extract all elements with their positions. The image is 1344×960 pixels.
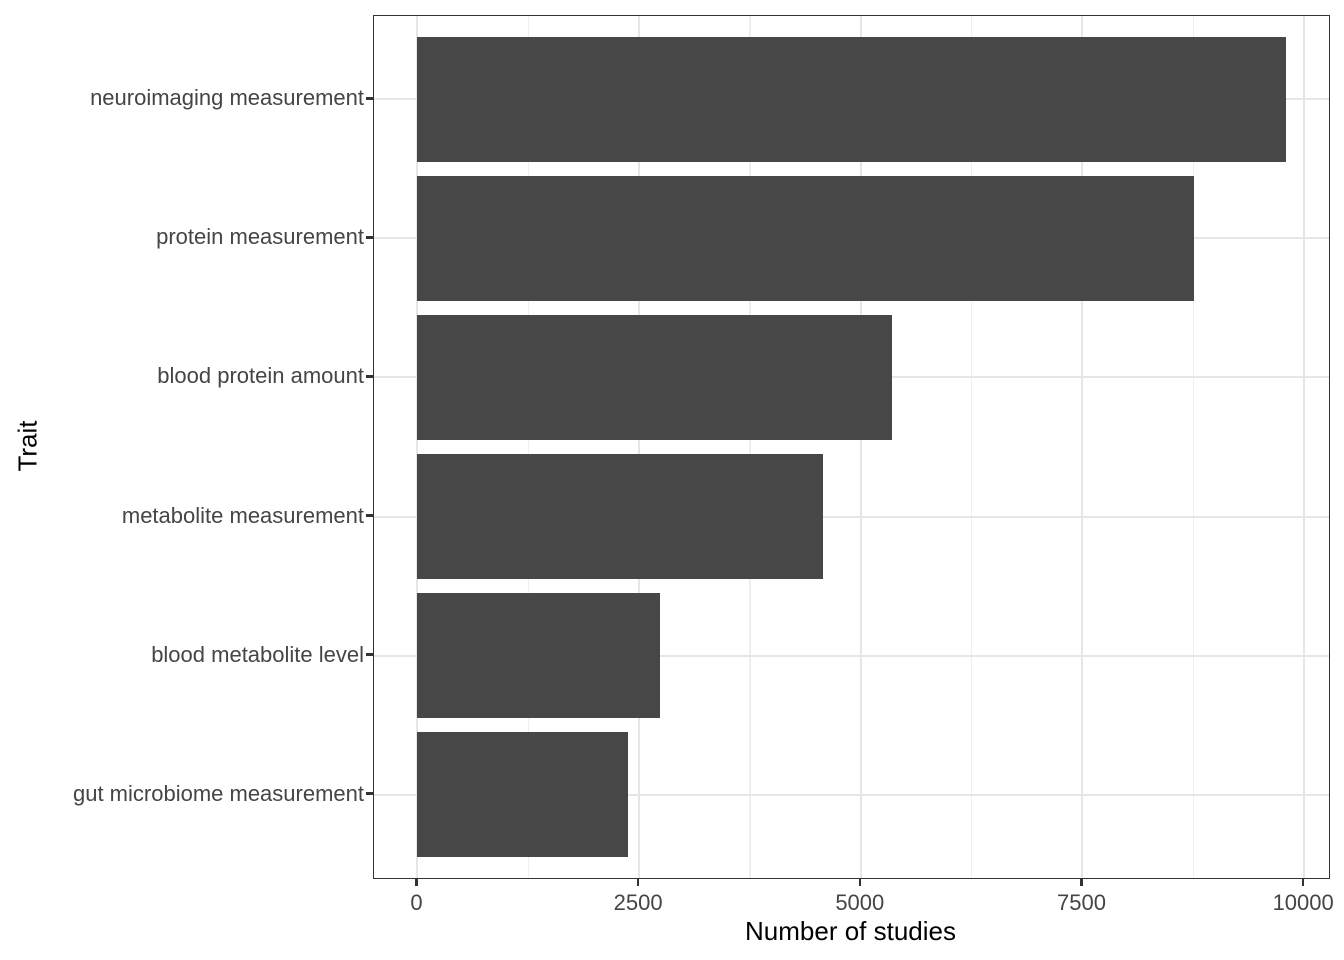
y-tick-label: protein measurement — [156, 224, 364, 250]
x-tick-label: 7500 — [1057, 890, 1106, 915]
bar — [417, 732, 628, 858]
x-tick-label: 2500 — [613, 890, 663, 915]
y-tick-label: metabolite measurement — [121, 502, 364, 528]
bar — [417, 36, 1286, 162]
x-tick-mark — [858, 879, 861, 886]
y-tick-mark — [366, 792, 373, 795]
y-major-gridline — [374, 793, 1329, 796]
x-major-gridline — [416, 16, 419, 878]
x-minor-gridline — [527, 16, 530, 878]
y-tick-mark — [366, 653, 373, 656]
y-major-gridline — [374, 515, 1329, 518]
x-major-gridline — [1081, 16, 1084, 878]
y-tick-label: gut microbiome measurement — [72, 780, 364, 806]
y-tick-label: blood metabolite level — [151, 641, 364, 667]
y-tick-mark — [366, 514, 373, 517]
x-tick-label: 5000 — [835, 890, 885, 915]
bar — [417, 175, 1195, 301]
x-major-gridline — [638, 16, 641, 878]
x-major-gridline — [859, 16, 862, 878]
y-tick-mark — [366, 236, 373, 239]
y-tick-mark — [366, 375, 373, 378]
y-major-gridline — [374, 654, 1329, 657]
y-axis-title: Trait — [12, 420, 43, 472]
x-tick-mark — [636, 879, 640, 886]
bar — [417, 314, 892, 441]
x-tick-mark — [415, 879, 418, 886]
y-tick-mark — [366, 97, 373, 100]
x-axis-title: Number of studies — [745, 916, 956, 946]
x-major-gridline — [1303, 16, 1306, 878]
bar — [417, 453, 823, 580]
y-tick-label: blood protein amount — [157, 363, 364, 389]
x-minor-gridline — [970, 16, 973, 878]
x-minor-gridline — [749, 16, 751, 878]
y-tick-label: neuroimaging measurement — [90, 85, 364, 111]
x-tick-label: 10000 — [1272, 890, 1334, 915]
plot-panel — [373, 15, 1330, 879]
x-tick-mark — [1301, 879, 1305, 886]
bar — [417, 592, 661, 719]
x-minor-gridline — [1192, 16, 1195, 878]
x-tick-mark — [1080, 879, 1083, 886]
x-tick-label: 0 — [410, 890, 423, 915]
